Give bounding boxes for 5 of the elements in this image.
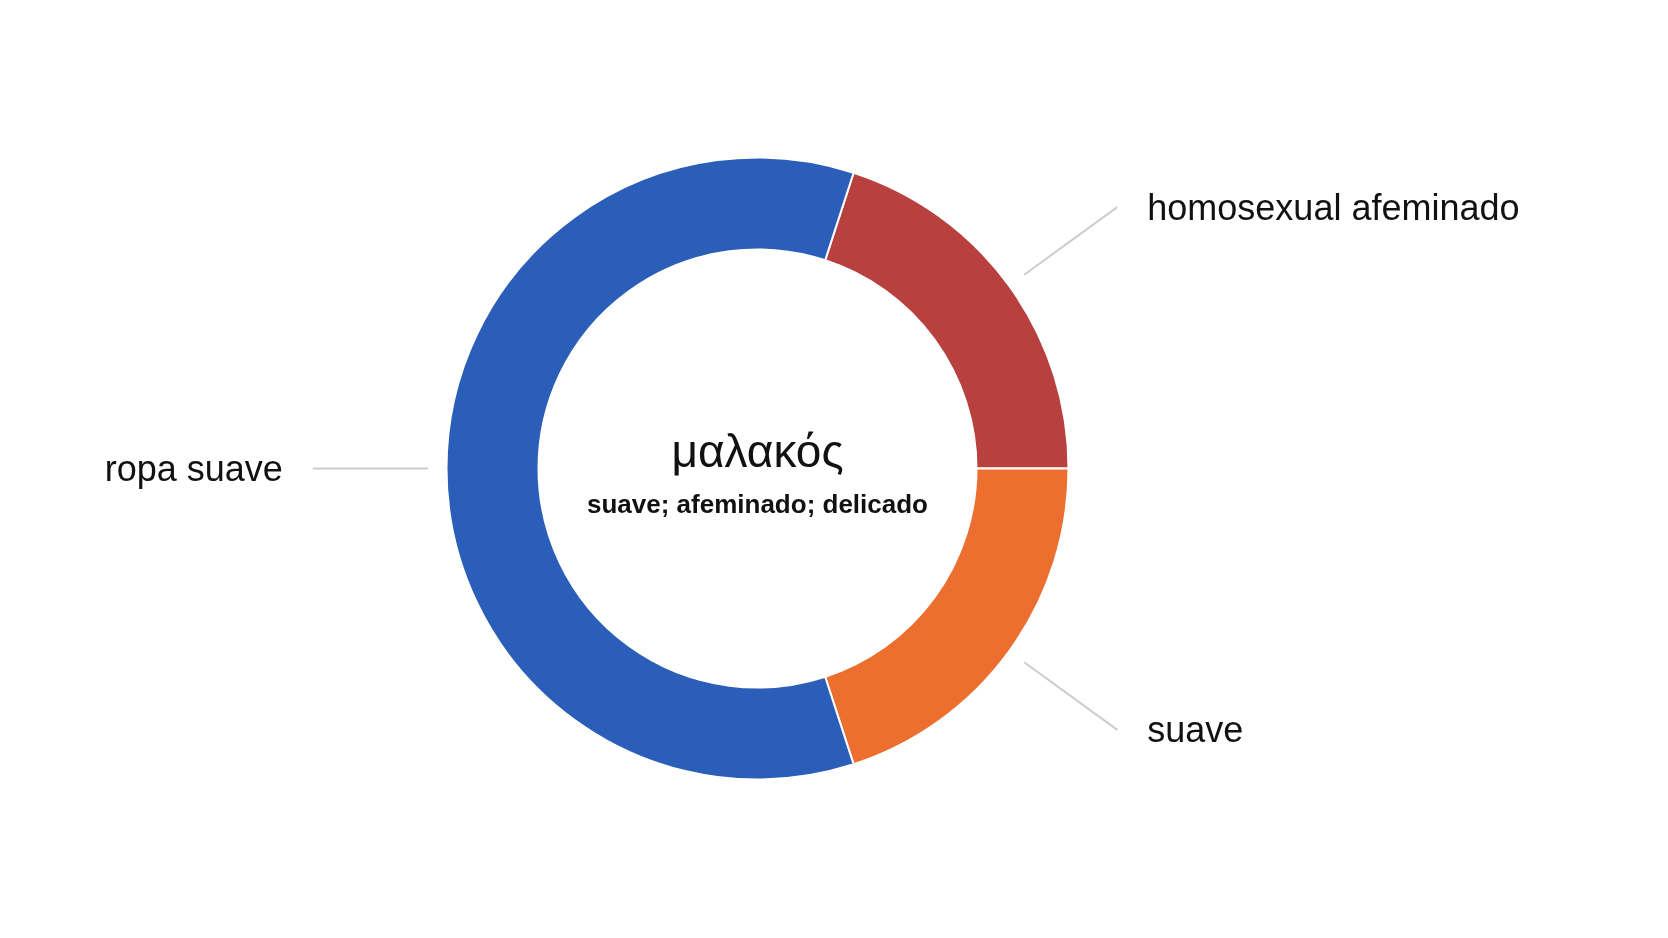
slice-label: homosexual afeminado (1147, 186, 1520, 228)
text: suave; afeminado; delicado (587, 488, 928, 519)
slice-label: suave (1147, 709, 1244, 751)
slice-label: ropa suave (104, 448, 283, 489)
text: μαλακός (671, 424, 844, 477)
